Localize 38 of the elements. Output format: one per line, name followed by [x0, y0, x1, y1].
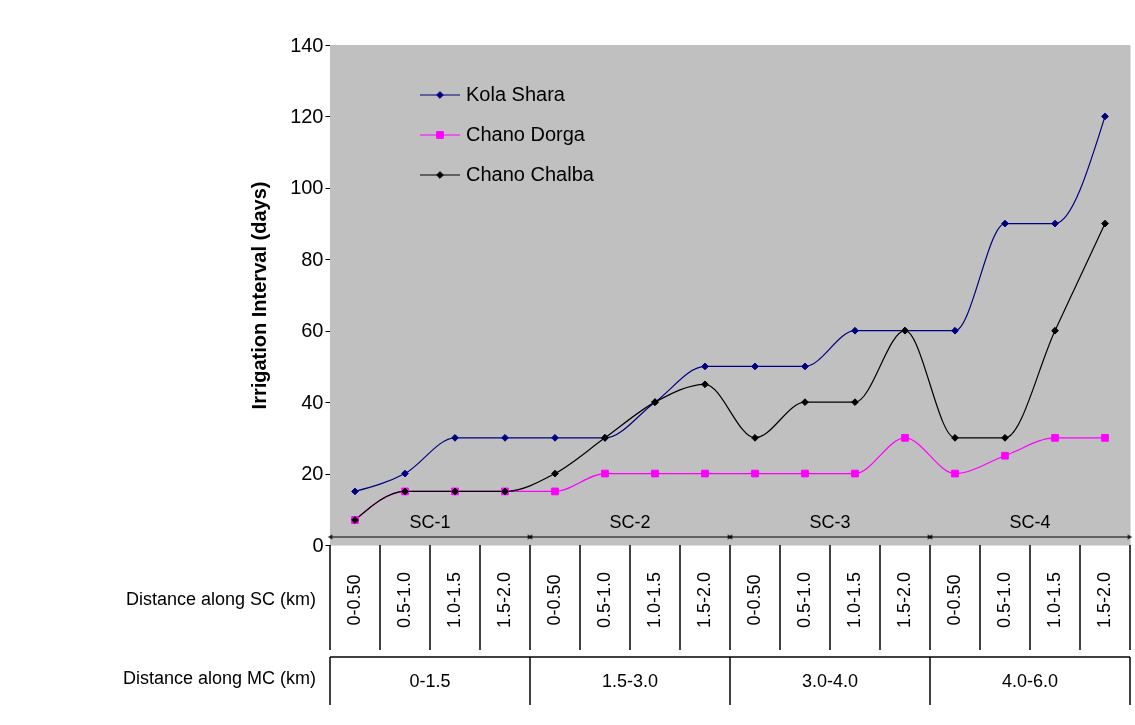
legend-label: Chano Chalba	[466, 163, 595, 185]
text: 0-1.5	[409, 671, 451, 691]
legend-label: Chano Dorga	[466, 123, 586, 145]
x-tick-label: 0.5-1.0	[594, 571, 614, 629]
y-tick-label: 40	[301, 390, 324, 413]
x-tick-label: 1.5-2.0	[894, 571, 914, 629]
x-tick-label: 1.0-1.5	[1044, 571, 1064, 629]
text: 4.0-6.0	[1001, 671, 1059, 691]
text: Distance along SC (km)	[125, 589, 316, 609]
y-tick-label: 120	[290, 104, 324, 127]
x-tick-label: 0-0.50	[944, 574, 964, 626]
y-tick-label: 80	[301, 247, 324, 270]
x-tick-label: 0.5-1.0	[394, 571, 414, 629]
x-tick-label: 0-0.50	[744, 574, 764, 626]
text: 1.5-3.0	[601, 671, 659, 691]
x-tick-label: 0-0.50	[344, 574, 364, 626]
x-tick-label: 1.5-2.0	[694, 571, 714, 629]
y-tick-label: 100	[290, 176, 324, 199]
x-tick-label: 0-0.50	[544, 574, 564, 626]
y-tick-label: 60	[301, 319, 324, 342]
x-tick-label: 1.0-1.5	[844, 571, 864, 629]
x-tick-label: 0.5-1.0	[994, 571, 1014, 629]
y-tick-label: 140	[290, 33, 324, 56]
y-tick-label: 0	[312, 533, 324, 556]
text: 3.0-4.0	[801, 671, 859, 691]
x-tick-label: 1.0-1.5	[644, 571, 664, 629]
annotation: SC-3	[809, 512, 851, 532]
text: Distance along MC (km)	[122, 668, 316, 688]
annotation: SC-2	[609, 512, 651, 532]
annotation: SC-4	[1009, 512, 1051, 532]
annotation: SC-1	[409, 512, 451, 532]
legend-label: Kola Shara	[466, 83, 566, 105]
x-tick-label: 0.5-1.0	[794, 571, 814, 629]
y-axis-title: Irrigation Interval (days)	[248, 181, 271, 410]
x-tick-label: 1.5-2.0	[1094, 571, 1114, 629]
y-tick-label: 20	[301, 462, 324, 485]
x-tick-label: 1.0-1.5	[444, 571, 464, 629]
x-tick-label: 1.5-2.0	[494, 571, 514, 629]
